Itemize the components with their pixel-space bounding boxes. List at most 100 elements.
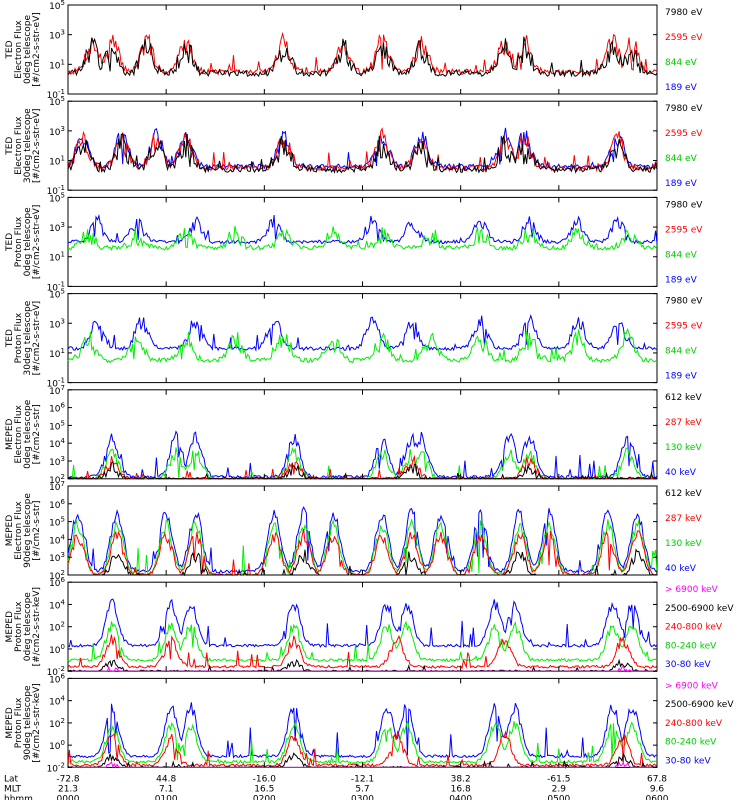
y-tick-label: 106 — [49, 498, 65, 511]
y-tick-exponent: 2 — [61, 717, 65, 725]
y-tick-base: 10 — [49, 536, 61, 546]
series-trace — [67, 598, 658, 648]
y-tick-base: 10 — [49, 519, 61, 529]
x-axis-row-label: hhmm — [4, 794, 33, 800]
y-tick-label: 10-2 — [47, 761, 65, 774]
y-tick-label: 103 — [49, 455, 65, 468]
y-tick-label: 105 — [49, 516, 65, 529]
y-tick-exponent: 6 — [61, 672, 66, 680]
x-tick-label-hhmm: 0100 — [155, 794, 178, 800]
legend-entry: 189 eV — [665, 275, 698, 285]
y-tick-label: 101 — [49, 155, 65, 168]
y-axis-label-line: 0deg telescope — [23, 592, 33, 662]
y-axis-label-line: [#/cm2-s-str-eV] — [32, 108, 42, 183]
x-tick-label-mlt: 16.5 — [254, 784, 274, 794]
y-tick-exponent: 1 — [61, 155, 65, 163]
y-tick-exponent: -1 — [58, 88, 65, 96]
legend-entry: 2500-6900 keV — [665, 700, 734, 710]
y-tick-base: 10 — [49, 458, 61, 468]
y-tick-exponent: 5 — [61, 288, 65, 296]
y-tick-base: 10 — [49, 646, 61, 656]
series-trace — [67, 517, 658, 577]
series-trace — [67, 720, 658, 765]
y-axis-label-line: 0deg telescope — [23, 15, 33, 85]
y-axis-label-line: TED — [5, 40, 15, 59]
y-tick-exponent: 4 — [61, 533, 66, 541]
y-tick-exponent: 5 — [61, 95, 65, 103]
x-tick-label-mlt: 7.1 — [159, 784, 173, 794]
y-tick-base: 10 — [49, 698, 61, 708]
legend-entry: 240-800 keV — [665, 719, 723, 729]
y-tick-label: 103 — [49, 317, 65, 330]
legend-entry: 30-80 keV — [665, 756, 711, 766]
y-tick-label: 102 — [49, 621, 65, 634]
legend-entry: 30-80 keV — [665, 660, 711, 670]
x-tick-label-hhmm: 0400 — [449, 794, 472, 800]
x-tick-label-mlt: 9.6 — [650, 784, 665, 794]
y-tick-exponent: 1 — [61, 58, 65, 66]
y-tick-exponent: -2 — [58, 665, 65, 673]
y-tick-label: 103 — [49, 221, 65, 234]
legend-entry: 240-800 keV — [665, 623, 723, 633]
y-tick-label: 105 — [49, 419, 65, 432]
y-tick-exponent: 3 — [61, 29, 65, 37]
y-tick-base: 10 — [47, 380, 59, 390]
y-tick-label: 105 — [49, 0, 65, 12]
y-axis-label-line: Proton Flux — [14, 697, 24, 748]
y-tick-label: 102 — [49, 569, 65, 582]
y-tick-base: 10 — [49, 405, 61, 415]
y-axis-label-line: [#/cm2-s-str] — [32, 404, 42, 464]
y-tick-exponent: 7 — [61, 480, 65, 488]
y-tick-base: 10 — [49, 579, 61, 589]
x-tick-label-lat: 38.2 — [451, 774, 471, 784]
y-tick-base: 10 — [49, 675, 61, 685]
y-axis-label-line: [#/cm2-s-str] — [32, 500, 42, 560]
y-tick-base: 10 — [49, 483, 61, 493]
y-tick-label: 107 — [49, 384, 65, 397]
y-tick-exponent: -1 — [58, 377, 65, 385]
legend-entry: 40 keV — [665, 468, 697, 478]
y-tick-base: 10 — [49, 350, 61, 360]
series-trace — [67, 213, 658, 245]
y-tick-label: 106 — [49, 576, 65, 589]
y-tick-base: 10 — [47, 91, 59, 101]
y-axis-label-line: 30deg telescope — [23, 108, 33, 183]
y-tick-label: 102 — [49, 473, 65, 486]
x-tick-label-lat: 67.8 — [647, 774, 667, 784]
y-tick-label: 10-1 — [47, 184, 65, 197]
y-axis-label-line: 0deg telescope — [23, 207, 33, 277]
x-tick-label-lat: -61.5 — [547, 774, 570, 784]
legend-entry: 2595 eV — [665, 129, 703, 139]
y-tick-exponent: 6 — [61, 498, 66, 506]
y-tick-label: 106 — [49, 672, 65, 685]
series-trace — [67, 31, 658, 76]
y-axis-label-line: [#/cm2-s-str-keV] — [32, 683, 42, 762]
y-axis-label-line: Proton Flux — [14, 601, 24, 652]
y-tick-label: 103 — [49, 551, 65, 564]
y-tick-label: 107 — [49, 480, 65, 493]
y-axis-label-line: 0deg telescope — [23, 399, 33, 469]
y-tick-base: 10 — [49, 387, 61, 397]
y-axis-label-line: [#/cm2-s-str-eV] — [32, 301, 42, 376]
y-tick-base: 10 — [49, 320, 61, 330]
y-tick-base: 10 — [49, 291, 61, 301]
legend-entry: 612 keV — [665, 393, 702, 403]
y-tick-base: 10 — [49, 554, 61, 564]
y-tick-base: 10 — [49, 128, 61, 138]
y-tick-exponent: 1 — [61, 347, 65, 355]
y-axis-label-line: TED — [5, 233, 15, 252]
series-trace — [67, 314, 658, 352]
y-tick-base: 10 — [49, 572, 61, 582]
y-tick-base: 10 — [49, 624, 61, 634]
y-tick-base: 10 — [49, 742, 61, 752]
legend-entry: 7980 eV — [665, 104, 703, 114]
series-trace — [67, 127, 658, 173]
y-tick-label: 10-1 — [47, 280, 65, 293]
y-tick-label: 104 — [49, 695, 65, 708]
legend-entry: 40 keV — [665, 564, 697, 574]
legend-entry: 844 eV — [665, 347, 698, 357]
x-tick-label-mlt: 16.8 — [451, 784, 471, 794]
y-axis-label-line: Proton Flux — [14, 312, 24, 363]
